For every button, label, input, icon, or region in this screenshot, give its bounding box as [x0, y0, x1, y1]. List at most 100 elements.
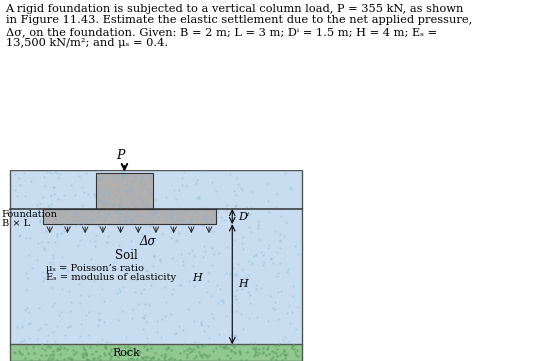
Point: [144, 355, 153, 360]
Point: [245, 315, 254, 321]
Point: [86, 344, 95, 350]
Point: [120, 349, 129, 355]
Point: [20, 307, 29, 313]
Point: [248, 345, 257, 351]
Point: [227, 348, 236, 354]
Point: [126, 277, 134, 282]
Point: [123, 347, 132, 353]
Point: [101, 190, 109, 196]
Point: [36, 217, 45, 223]
Point: [147, 345, 155, 351]
Point: [278, 357, 286, 361]
Point: [144, 202, 153, 208]
Point: [121, 172, 130, 178]
Point: [236, 186, 245, 191]
Point: [24, 322, 33, 327]
Point: [65, 355, 74, 361]
Point: [276, 237, 285, 243]
Point: [190, 318, 199, 323]
Point: [50, 184, 59, 190]
Point: [170, 187, 179, 192]
Point: [149, 354, 158, 360]
Point: [104, 233, 113, 239]
Point: [139, 354, 148, 360]
Point: [99, 200, 108, 206]
Point: [75, 333, 84, 339]
Point: [238, 282, 247, 287]
Point: [48, 304, 57, 309]
Point: [47, 285, 56, 291]
Point: [130, 174, 139, 179]
Point: [273, 346, 281, 352]
Point: [27, 178, 36, 184]
Point: [28, 265, 36, 271]
Point: [200, 329, 208, 334]
Point: [204, 278, 212, 284]
Point: [53, 323, 61, 329]
Point: [232, 203, 241, 208]
Point: [137, 179, 145, 185]
Point: [15, 232, 24, 238]
Point: [186, 346, 195, 352]
Point: [136, 196, 145, 201]
Point: [185, 251, 194, 256]
Point: [128, 208, 137, 214]
Point: [22, 345, 30, 351]
Point: [81, 312, 90, 318]
Point: [267, 256, 275, 261]
Point: [152, 225, 160, 230]
Point: [231, 203, 239, 208]
Point: [175, 323, 184, 329]
Point: [251, 351, 259, 357]
Point: [184, 278, 193, 284]
Point: [46, 352, 55, 357]
Text: A rigid foundation is subjected to a vertical column load, P = 355 kN, as shown
: A rigid foundation is subjected to a ver…: [6, 4, 472, 48]
Point: [44, 239, 53, 244]
Point: [237, 240, 246, 246]
Point: [185, 213, 194, 219]
Text: P: P: [116, 149, 124, 162]
Point: [50, 239, 59, 245]
Point: [172, 237, 181, 243]
Text: Rock: Rock: [112, 348, 140, 358]
Point: [38, 269, 46, 274]
Point: [283, 266, 292, 271]
Point: [222, 202, 231, 208]
Point: [188, 248, 197, 253]
Point: [172, 330, 181, 336]
Point: [29, 351, 38, 356]
Point: [126, 190, 134, 196]
Point: [77, 214, 86, 220]
Point: [101, 216, 109, 221]
Point: [100, 343, 109, 349]
Point: [59, 266, 67, 272]
Point: [128, 315, 137, 321]
Point: [11, 350, 20, 356]
Point: [119, 218, 128, 224]
Point: [213, 282, 222, 287]
Point: [44, 273, 53, 278]
Bar: [96, 174, 153, 209]
Point: [149, 263, 158, 269]
Point: [169, 356, 178, 361]
Point: [276, 213, 285, 219]
Point: [43, 210, 51, 216]
Text: H: H: [192, 273, 202, 283]
Point: [101, 214, 110, 220]
Point: [180, 348, 189, 354]
Point: [236, 351, 244, 357]
Point: [155, 258, 164, 264]
Point: [36, 239, 45, 245]
Point: [135, 241, 144, 247]
Point: [64, 324, 73, 330]
Point: [198, 168, 207, 174]
Point: [127, 355, 135, 361]
Point: [82, 351, 91, 357]
Point: [241, 274, 250, 279]
Point: [185, 345, 194, 351]
Point: [164, 345, 173, 351]
Point: [202, 289, 211, 295]
Point: [226, 171, 235, 177]
Point: [112, 209, 121, 215]
Point: [192, 177, 201, 183]
